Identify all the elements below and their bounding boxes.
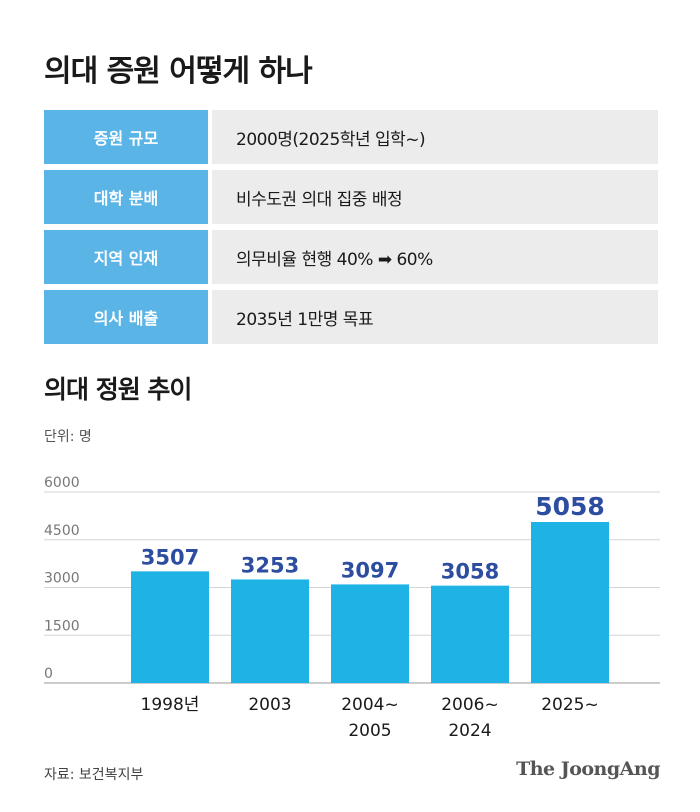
bar [231,579,309,683]
x-tick-label: 2024 [448,721,491,741]
page-title: 의대 증원 어떻게 하나 [44,54,313,89]
table-row: 지역 인재 의무비율 현행 40% ➡ 60% [44,230,658,284]
row-label: 대학 분배 [44,170,208,224]
bar [531,521,609,683]
data-label: 3058 [441,560,499,584]
x-tick-label: 2004~ [341,695,399,715]
table-row: 의사 배출 2035년 1만명 목표 [44,290,658,344]
chart-title: 의대 정원 추이 [44,375,192,404]
bar-chart: 0 1500 3000 4500 6000 3507 1998년 3253 2003 3097 20… [44,475,660,741]
bar [331,584,409,683]
x-tick-label: 2006~ [441,695,499,715]
source-note: 자료: 보건복지부 [44,767,144,783]
policy-summary-table: 증원 규모 2000명(2025학년 입학~) 대학 분배 비수도권 의대 집중… [44,110,658,350]
row-value: 2000명(2025학년 입학~) [212,110,658,164]
y-tick-label: 0 [44,666,53,682]
row-value: 2035년 1만명 목표 [212,290,658,344]
unit-label: 단위: 명 [44,429,92,445]
table-row: 대학 분배 비수도권 의대 집중 배정 [44,170,658,224]
brand-logo: The JoongAng [516,758,660,780]
data-label: 3097 [341,558,399,582]
x-tick-label: 2005 [348,721,391,741]
row-label: 의사 배출 [44,290,208,344]
row-label: 증원 규모 [44,110,208,164]
data-label: 5058 [535,492,605,521]
y-tick-label: 6000 [44,475,80,491]
row-label: 지역 인재 [44,230,208,284]
y-tick-label: 4500 [44,523,80,539]
x-tick-label: 2003 [248,695,291,715]
row-value: 비수도권 의대 집중 배정 [212,170,658,224]
table-row: 증원 규모 2000명(2025학년 입학~) [44,110,658,164]
x-tick-label: 2025~ [541,695,599,715]
data-label: 3253 [241,553,299,577]
bar [131,571,209,683]
data-label: 3507 [141,545,199,569]
bar [431,585,509,683]
x-tick-label: 1998년 [141,695,200,715]
y-tick-label: 1500 [44,618,80,634]
y-tick-label: 3000 [44,571,80,587]
row-value: 의무비율 현행 40% ➡ 60% [212,230,658,284]
